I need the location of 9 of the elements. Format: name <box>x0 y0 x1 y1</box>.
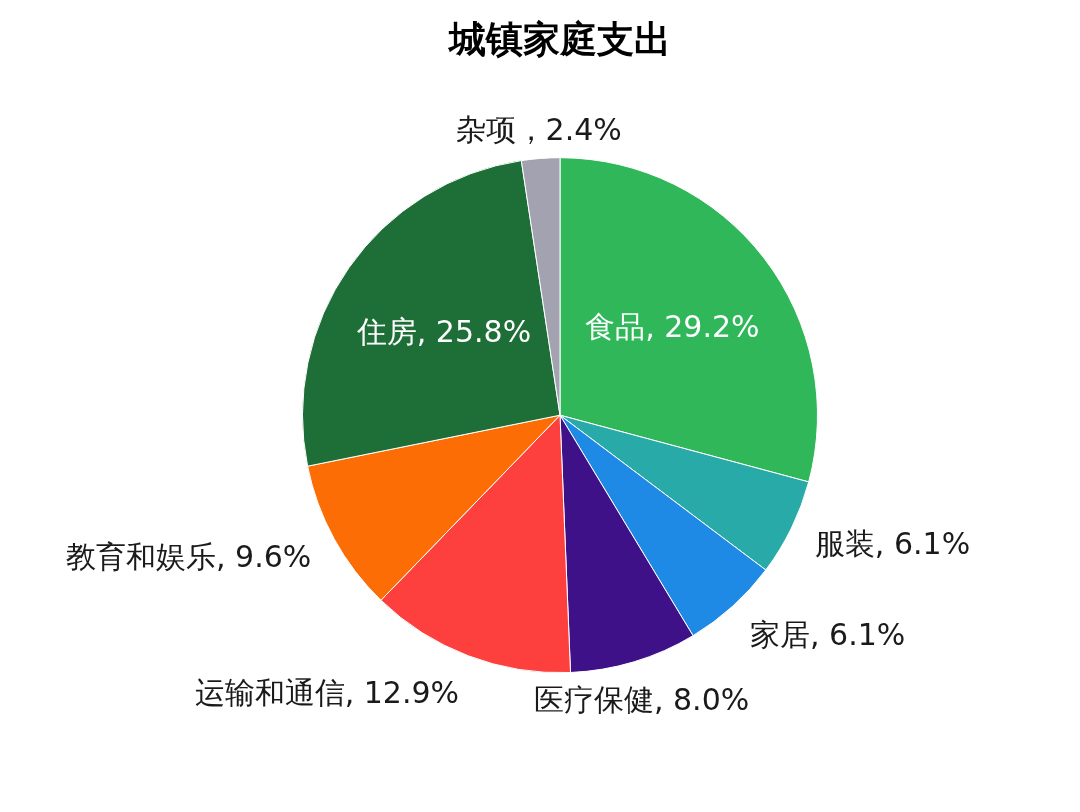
slice-label: 杂项，2.4% <box>455 112 622 148</box>
slice-label: 家居, 6.1% <box>749 617 906 653</box>
slice-label: 医疗保健, 8.0% <box>533 681 750 717</box>
slice-label: 住房, 25.8% <box>355 313 532 349</box>
slice-label: 运输和通信, 12.9% <box>194 674 460 710</box>
chart-title: 城镇家庭支出 <box>447 17 671 61</box>
slice-label: 食品, 29.2% <box>585 308 760 344</box>
slice-label: 教育和娱乐, 9.6% <box>65 538 312 574</box>
slice-label: 服装, 6.1% <box>814 526 971 562</box>
